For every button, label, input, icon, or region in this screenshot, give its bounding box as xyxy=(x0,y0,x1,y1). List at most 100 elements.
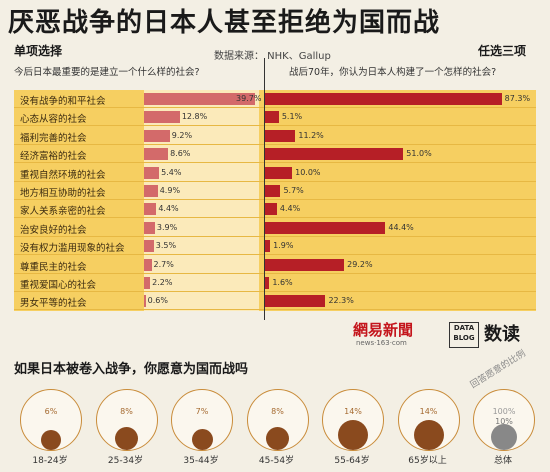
value-circle xyxy=(413,420,444,450)
row-separator xyxy=(14,162,536,164)
left-value-label: 3.9% xyxy=(156,222,178,232)
bar-row: 治安良好的社会 3.9% 44.4% xyxy=(14,219,536,237)
age-group-label: 35-44岁 xyxy=(183,456,219,466)
shudu-logo: 数读 xyxy=(484,324,520,345)
row-separator xyxy=(14,272,536,274)
percentage-label: 14% xyxy=(419,407,438,416)
age-group-label: 55-64岁 xyxy=(334,456,370,466)
right-bar xyxy=(265,221,386,234)
bar-row: 重视自然环境的社会 5.4% 10.0% xyxy=(14,164,536,182)
left-bar-background xyxy=(144,90,259,311)
right-value-label: 87.3% xyxy=(504,94,531,103)
value-circle xyxy=(191,429,213,450)
row-separator xyxy=(14,309,536,311)
left-bar xyxy=(144,129,170,142)
right-bar xyxy=(265,185,281,197)
total-percentage-label: 10% xyxy=(495,417,513,426)
right-bar xyxy=(265,277,270,289)
left-bar xyxy=(144,240,154,253)
category-label: 男女平等的社会 xyxy=(20,298,87,310)
left-bar xyxy=(144,221,155,234)
right-header: 任选三项 xyxy=(478,44,527,58)
percentage-circle: 8% xyxy=(95,389,158,451)
percentage-circle: 7% xyxy=(171,389,233,451)
value-circle xyxy=(338,420,368,450)
left-bar xyxy=(144,166,160,179)
bar-row: 家人关系亲密的社会 4.4% 4.4% xyxy=(14,200,536,219)
right-value-label: 5.1% xyxy=(281,112,303,122)
left-bar xyxy=(144,295,146,308)
value-circle xyxy=(491,424,517,450)
right-value-label: 29.2% xyxy=(347,259,373,269)
divider-line xyxy=(264,58,265,320)
datablog-logo: DATA BLOG xyxy=(449,322,479,348)
left-value-label: 12.8% xyxy=(181,112,208,122)
left-bar xyxy=(144,111,180,124)
left-value-label: 4.9% xyxy=(159,186,181,195)
row-separator xyxy=(14,235,536,237)
category-label: 没有战争的和平社会 xyxy=(20,96,106,107)
category-label: 没有权力滥用现象的社会 xyxy=(20,243,125,255)
percentage-label: 14% xyxy=(344,407,362,416)
category-label: 福利完善的社会 xyxy=(20,132,87,144)
left-bar xyxy=(144,277,151,289)
source-note: 数据来源： NHK、Gallup xyxy=(214,51,331,62)
arc-label: 回答愿意的比例 xyxy=(468,348,528,391)
value-circle xyxy=(115,427,138,450)
bar-row: 尊重民主的社会 2.7% 29.2% xyxy=(14,256,536,274)
percentage-label: 6% xyxy=(44,407,58,416)
left-value-label: 2.7% xyxy=(153,259,174,269)
row-separator xyxy=(14,180,536,182)
left-value-label: 8.6% xyxy=(170,149,191,159)
right-bar xyxy=(265,258,345,271)
row-separator xyxy=(14,291,536,292)
age-group-label: 65岁以上 xyxy=(408,456,447,466)
left-value-label: 5.4% xyxy=(161,167,182,177)
bar-row: 福利完善的社会 9.2% 11.2% xyxy=(14,127,536,145)
age-group-label: 18-24岁 xyxy=(32,456,68,466)
netease-logo-sub: news·163·com xyxy=(356,339,407,347)
bar-row: 没有战争的和平社会 39.7% 87.3% xyxy=(14,90,536,108)
value-circle xyxy=(266,427,289,450)
right-value-label: 4.4% xyxy=(279,204,301,214)
row-separator xyxy=(14,143,536,145)
bar-row: 经济富裕的社会 8.6% 51.0% xyxy=(14,145,536,164)
category-label: 经济富裕的社会 xyxy=(20,151,87,163)
left-value-label: 9.2% xyxy=(171,130,193,140)
left-question: 今后日本最重要的是建立一个什么样的社会? xyxy=(14,67,200,78)
left-bar xyxy=(144,93,256,105)
bar-row: 地方相互协助的社会 4.9% 5.7% xyxy=(14,182,536,200)
category-label: 治安良好的社会 xyxy=(20,224,87,236)
category-label: 尊重民主的社会 xyxy=(20,261,87,273)
row-separator xyxy=(14,125,536,127)
row-separator xyxy=(14,107,536,108)
right-bar xyxy=(265,295,326,308)
percentage-circle: 14% xyxy=(397,389,460,451)
left-bar xyxy=(144,203,157,216)
percentage-label: 7% xyxy=(195,407,209,416)
bar-row: 心态从容的社会 12.8% 5.1% xyxy=(14,108,536,127)
left-bar xyxy=(144,148,169,161)
left-value-label: 4.4% xyxy=(158,204,179,214)
bar-row: 男女平等的社会 0.6% 22.3% xyxy=(14,292,536,311)
row-separator xyxy=(14,199,536,200)
left-header: 单项选择 xyxy=(14,44,63,58)
percentage-circle: 100% 10% xyxy=(473,389,535,451)
category-label: 地方相互协助的社会 xyxy=(20,188,106,199)
percentage-label: 8% xyxy=(120,407,133,416)
right-value-label: 11.2% xyxy=(298,130,324,140)
category-label: 心态从容的社会 xyxy=(20,114,87,126)
category-label: 重视自然环境的社会 xyxy=(20,169,106,181)
left-bar xyxy=(144,185,158,197)
percentage-circle: 6% xyxy=(20,389,82,451)
value-circle xyxy=(41,430,61,450)
percentage-label: 8% xyxy=(271,407,284,416)
reference-label: 100% xyxy=(492,407,516,416)
right-value-label: 5.7% xyxy=(283,186,304,195)
age-group-label: 45-54岁 xyxy=(258,456,295,466)
netease-logo: 網易新聞 xyxy=(353,321,414,339)
survey-question: 如果日本被卷入战争，你愿意为国而战吗 xyxy=(14,362,249,377)
left-value-label: 2.2% xyxy=(152,278,173,287)
right-value-label: 1.6% xyxy=(272,278,293,287)
right-bar xyxy=(265,93,502,105)
